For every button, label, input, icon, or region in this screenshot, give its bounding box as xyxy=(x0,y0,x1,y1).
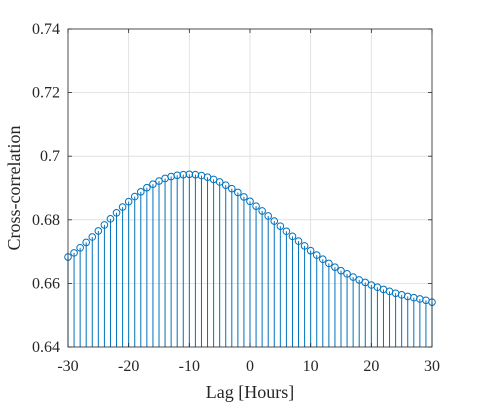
stem-marker xyxy=(70,249,78,257)
x-axis-label: Lag [Hours] xyxy=(206,382,294,402)
x-tick-label: -20 xyxy=(118,358,139,375)
stem-marker xyxy=(270,217,279,225)
stem-marker xyxy=(337,266,345,275)
y-tick-label: 0.7 xyxy=(40,148,60,165)
stem-marker xyxy=(306,246,315,255)
x-tick-label: 30 xyxy=(424,358,440,375)
y-tick-label: 0.72 xyxy=(32,85,60,102)
y-tick-label: 0.68 xyxy=(32,212,60,229)
stem-marker xyxy=(343,270,351,278)
stem-marker xyxy=(294,237,303,245)
stem-marker xyxy=(179,170,188,179)
stem-marker xyxy=(325,259,333,268)
stem-marker xyxy=(349,273,357,281)
stem-marker xyxy=(106,215,115,223)
stem-marker xyxy=(264,212,273,220)
stem-marker xyxy=(215,178,224,186)
stem-marker xyxy=(112,209,121,217)
stem-marker xyxy=(234,188,242,197)
stem-marker xyxy=(94,227,103,235)
stem-marker xyxy=(246,197,254,206)
y-tick-label: 0.66 xyxy=(32,275,60,292)
stem-marker xyxy=(300,242,309,250)
y-axis-label: Cross-correlation xyxy=(4,126,24,251)
x-tick-label: 0 xyxy=(246,358,254,375)
x-tick-label: -30 xyxy=(57,358,78,375)
tick-labels: -30 -20 -10 0 10 20 30 0.64 0.66 0.68 0.7 0.72 0.74 xyxy=(32,21,440,375)
stem-marker xyxy=(252,202,260,210)
stem-marker xyxy=(137,188,145,196)
stem-marker xyxy=(149,180,157,188)
stem-marker xyxy=(124,197,133,206)
stem-marker xyxy=(118,203,127,211)
stem-marker xyxy=(88,233,97,241)
stem-marker xyxy=(76,243,84,252)
stem-marker xyxy=(221,181,230,189)
x-tick-label: 20 xyxy=(363,358,379,375)
stem-marker xyxy=(258,207,266,215)
stem-marker xyxy=(100,221,109,229)
stem-marker xyxy=(228,184,236,193)
stem-marker xyxy=(185,170,194,179)
stem-marker xyxy=(312,251,321,259)
stem-marker xyxy=(130,192,139,201)
stem-marker xyxy=(143,183,151,192)
stem-series xyxy=(64,170,436,347)
stem-marker xyxy=(331,263,339,271)
y-tick-label: 0.74 xyxy=(32,21,60,38)
stem-marker xyxy=(240,193,248,201)
x-tick-label: -10 xyxy=(179,358,200,375)
stem-marker xyxy=(319,255,327,264)
stem-marker xyxy=(276,222,285,230)
x-tick-label: 10 xyxy=(303,358,319,375)
stem-marker xyxy=(82,238,90,247)
y-tick-label: 0.64 xyxy=(32,339,60,356)
axis-ticks xyxy=(67,28,433,348)
stem-marker xyxy=(282,227,291,236)
stem-marker xyxy=(288,232,297,241)
